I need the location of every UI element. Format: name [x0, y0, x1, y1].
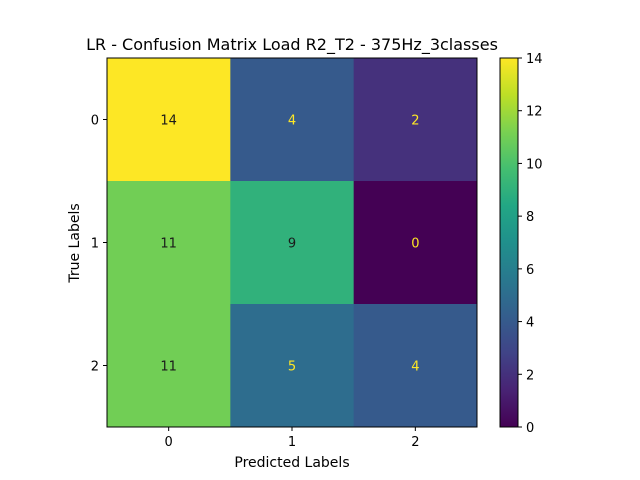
- colorbar-tick-label: 14: [526, 52, 543, 67]
- colorbar-tick-label: 2: [526, 368, 534, 383]
- x-tick-label: 0: [165, 435, 173, 450]
- cell-value-r1-c1: 9: [288, 237, 296, 252]
- cell-value-r0-c1: 4: [288, 114, 296, 129]
- heatmap-cell-r2-c2: [353, 304, 478, 428]
- colorbar-tick-label: 6: [526, 263, 534, 278]
- y-tick-label: 2: [91, 360, 99, 375]
- colorbar-tick-label: 12: [526, 105, 543, 120]
- x-axis-label: Predicted Labels: [234, 455, 349, 471]
- y-tick-label: 0: [91, 114, 99, 129]
- x-tick-label: 1: [288, 435, 296, 450]
- colorbar-ticks: 0 2 4 6 8 10 12 14: [518, 52, 543, 436]
- heatmap-cell-r1-c1: [230, 181, 355, 305]
- cell-value-r2-c2: 4: [411, 360, 419, 375]
- x-tick-label: 2: [411, 435, 419, 450]
- cell-value-r1-c2: 0: [411, 237, 419, 252]
- y-tick-label: 1: [91, 237, 99, 252]
- chart-title: LR - Confusion Matrix Load R2_T2 - 375Hz…: [86, 35, 498, 55]
- heatmap-cell-r0-c1: [230, 58, 355, 182]
- heatmap-cell-r2-c0: [107, 304, 231, 428]
- cell-value-r1-c0: 11: [160, 237, 177, 252]
- cell-value-r2-c0: 11: [160, 360, 177, 375]
- heatmap-cell-labels: 14 4 2 11 9 0 11 5 4: [160, 114, 419, 375]
- cell-value-r0-c2: 2: [411, 114, 419, 129]
- colorbar-tick-label: 10: [526, 157, 543, 172]
- x-axis-ticks: 0 1 2: [165, 427, 419, 450]
- cell-value-r0-c0: 14: [160, 114, 177, 129]
- y-axis-label: True Labels: [67, 203, 83, 283]
- heatmap-cell-r2-c1: [230, 304, 355, 428]
- heatmap-cell-r1-c2: [353, 181, 478, 305]
- cell-value-r2-c1: 5: [288, 360, 296, 375]
- y-axis-ticks: 0 1 2: [91, 114, 107, 375]
- colorbar-tick-label: 8: [526, 210, 534, 225]
- colorbar-tick-label: 0: [526, 421, 534, 436]
- heatmap-cells: [107, 58, 478, 428]
- heatmap-cell-r1-c0: [107, 181, 231, 305]
- colorbar: [499, 57, 519, 428]
- heatmap-cell-r0-c2: [353, 58, 478, 182]
- colorbar-tick-label: 4: [526, 316, 534, 331]
- heatmap-cell-r0-c0: [107, 58, 231, 182]
